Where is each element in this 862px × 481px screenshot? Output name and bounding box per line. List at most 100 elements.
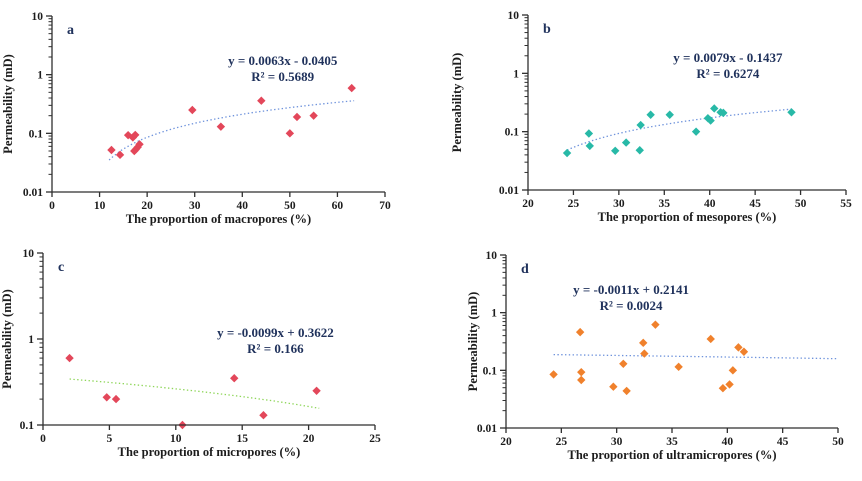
y-tick-label: 10 — [508, 10, 520, 22]
x-tick-label: 30 — [611, 436, 623, 448]
y-tick-label: 0.01 — [499, 185, 519, 197]
data-point-diamond — [787, 108, 796, 117]
data-point-diamond — [718, 383, 728, 393]
data-point-diamond — [292, 112, 302, 122]
data-point-diamond — [347, 83, 356, 93]
y-axis-title: Permeability (mD) — [0, 289, 14, 389]
trend-line — [566, 108, 795, 151]
x-tick-label: 40 — [704, 198, 716, 210]
r-squared-text: R² = 0.5689 — [251, 69, 314, 84]
data-point-diamond — [619, 359, 628, 368]
y-tick-label: 0.1 — [20, 420, 35, 432]
r-squared-text: R² = 0.166 — [247, 341, 304, 356]
y-tick-label: 0.1 — [29, 128, 44, 140]
data-point-diamond — [577, 375, 586, 385]
x-tick-label: 10 — [170, 433, 182, 445]
data-point-diamond — [674, 362, 683, 372]
equation-text: y = -0.0011x + 0.2141 — [573, 282, 689, 297]
trend-line — [108, 100, 355, 161]
y-axis-title: Permeability (mD) — [1, 54, 15, 154]
y-tick-label: 10 — [486, 250, 498, 262]
x-tick-label: 20 — [522, 198, 534, 210]
axes-frame — [527, 15, 846, 191]
x-tick-label: 20 — [141, 200, 153, 212]
panel-d: 0.01 0.1 1 10 20 25 30 35 40 45 50 The proportion o… — [431, 240, 862, 481]
data-point-diamond — [639, 338, 648, 348]
y-axis-title: Permeability (mD) — [450, 53, 464, 153]
data-point-diamond — [102, 393, 111, 402]
x-tick-label: 0 — [40, 433, 46, 445]
r-squared-text: R² = 0.6274 — [696, 66, 759, 81]
data-point-diamond — [728, 366, 738, 375]
x-tick-label: 15 — [236, 433, 248, 445]
panel-d-chart: 0.01 0.1 1 10 20 25 30 35 40 45 50 The proportion o… — [466, 250, 844, 462]
equation-text: y = 0.0079x - 0.1437 — [673, 50, 783, 65]
data-point-diamond — [230, 374, 239, 383]
data-point-diamond — [216, 122, 226, 131]
x-tick-label: 10 — [94, 200, 106, 212]
data-point-diamond — [259, 411, 268, 420]
data-point-diamond — [640, 349, 649, 358]
x-tick-label: 50 — [795, 198, 807, 210]
y-tick-label: 10 — [32, 11, 44, 23]
x-tick-label: 45 — [777, 436, 789, 448]
data-point-diamond — [585, 141, 594, 151]
data-point-diamond — [622, 386, 631, 396]
data-point-diamond — [135, 140, 144, 149]
panel-letter: d — [521, 262, 529, 277]
data-point-diamond — [611, 146, 620, 155]
panel-a-chart: 0.01 0.1 1 10 0 10 20 30 40 50 60 70 The proportion … — [1, 11, 391, 226]
data-point-diamond — [65, 353, 74, 363]
data-point-diamond — [584, 129, 594, 138]
x-tick-label: 40 — [722, 436, 734, 448]
x-tick-label: 30 — [613, 198, 625, 210]
x-tick-label: 20 — [303, 433, 315, 445]
x-tick-label: 5 — [107, 433, 113, 445]
data-point-diamond — [706, 334, 715, 344]
data-point-diamond — [309, 111, 318, 120]
axes-frame — [51, 16, 385, 193]
data-point-diamond — [651, 320, 660, 329]
data-point-diamond — [725, 380, 734, 389]
panel-c: 0.1 1 10 0 5 10 15 20 25 The proportion of microp… — [0, 240, 431, 481]
trend-line — [553, 353, 839, 360]
data-point-diamond — [609, 382, 618, 391]
x-tick-label: 30 — [189, 200, 201, 212]
x-axis-title: The proportion of mesopores (%) — [598, 210, 777, 224]
x-tick-label: 60 — [332, 200, 344, 212]
x-tick-label: 25 — [556, 436, 568, 448]
equation-text: y = 0.0063x - 0.0405 — [228, 53, 338, 68]
data-point-diamond — [665, 110, 674, 119]
data-point-diamond — [621, 138, 631, 147]
panel-letter: b — [543, 22, 551, 37]
x-tick-label: 25 — [369, 433, 381, 445]
data-point-diamond — [646, 110, 655, 119]
data-point-diamond — [562, 148, 572, 158]
data-point-diamond — [575, 327, 585, 337]
x-tick-label: 35 — [659, 198, 671, 210]
x-tick-label: 35 — [666, 436, 678, 448]
y-tick-label: 0.1 — [483, 365, 498, 377]
data-point-diamond — [577, 367, 586, 377]
x-axis-title: The proportion of ultramicropores (%) — [567, 448, 776, 462]
x-tick-label: 50 — [284, 200, 296, 212]
panel-letter: a — [67, 23, 74, 38]
x-tick-label: 25 — [568, 198, 580, 210]
r-squared-text: R² = 0.0024 — [600, 298, 663, 313]
data-point-diamond — [111, 394, 121, 404]
data-point-diamond — [710, 104, 719, 113]
panel-letter: c — [58, 260, 64, 275]
x-tick-label: 40 — [237, 200, 249, 212]
y-tick-label: 0.1 — [505, 127, 520, 139]
data-point-diamond — [188, 105, 197, 115]
panel-b-chart: 0.01 0.1 1 10 20 25 30 35 40 45 50 55 The proportion… — [450, 10, 852, 224]
y-tick-label: 10 — [23, 248, 35, 260]
y-tick-label: 1 — [37, 70, 43, 82]
data-point-diamond — [115, 150, 125, 160]
axes-frame — [505, 255, 838, 429]
panel-c-chart: 0.1 1 10 0 5 10 15 20 25 The proportion of microp… — [0, 248, 381, 459]
data-point-diamond — [636, 120, 645, 130]
trend-line — [69, 378, 320, 409]
data-point-diamond — [549, 370, 558, 379]
